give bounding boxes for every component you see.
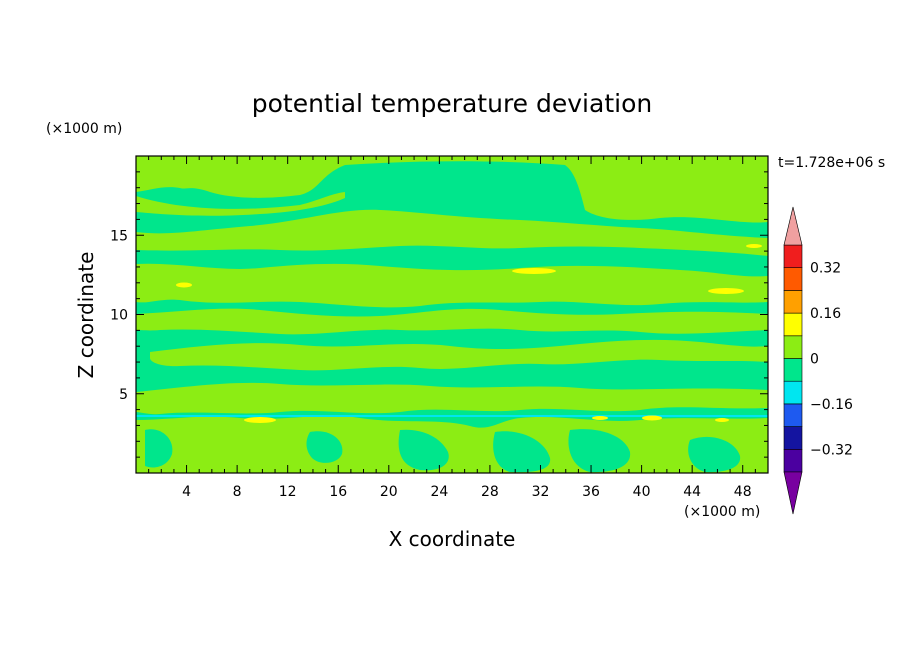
colorbar-label: 0 (810, 352, 819, 368)
colorbar-swatch (783, 448, 803, 473)
y-axis: 5 10 15 (110, 171, 768, 458)
contour-pocket-3 (568, 429, 631, 473)
y-axis-label: Z coordinate (74, 252, 98, 379)
contour-pocket-5 (145, 429, 173, 468)
colorbar-label: −0.32 (810, 442, 853, 458)
thin-negative-lines (136, 415, 768, 417)
contour-band-lower (150, 339, 768, 371)
y-tick-label: 5 (119, 387, 128, 403)
contour-band-lower-mid (136, 308, 768, 335)
hot-spot (592, 416, 608, 420)
x-tick-label: 24 (430, 484, 448, 500)
x-tick-label: 4 (182, 484, 191, 500)
x-tick-label: 28 (481, 484, 499, 500)
x-tick-label: 32 (532, 484, 550, 500)
x-tick-label: 8 (233, 484, 242, 500)
x-tick-label: 16 (329, 484, 347, 500)
colorbar-swatch (783, 290, 803, 314)
colorbar-under-arrow (783, 471, 803, 515)
hot-spot (176, 282, 192, 288)
colorbar-swatch (783, 267, 803, 291)
hot-spot (746, 244, 762, 248)
hot-spots (176, 244, 762, 423)
x-tick-label: 20 (380, 484, 398, 500)
colorbar-swatch (783, 380, 803, 405)
colorbar-swatch (783, 358, 803, 382)
x-tick-label: 36 (582, 484, 600, 500)
y-tick-label: 10 (110, 308, 128, 324)
contour-pocket-4 (688, 436, 741, 473)
colorbar-over-arrow (783, 206, 803, 246)
colorbar: 0.32 0.16 0 −0.16 −0.32 (783, 206, 853, 515)
chart-title: potential temperature deviation (252, 89, 652, 118)
contour-band-mid (136, 263, 768, 308)
x-unit-label: (×1000 m) (684, 504, 760, 520)
contour-pocket-6 (306, 431, 343, 463)
contour-pocket-2 (493, 431, 551, 473)
contour-band-top-2 (136, 192, 345, 216)
x-tick-label: 12 (279, 484, 297, 500)
x-tick-label: 48 (734, 484, 752, 500)
contour-field (136, 156, 768, 473)
contour-pocket-1 (398, 429, 449, 471)
x-axis: 4 8 12 16 20 24 28 32 36 40 44 48 (148, 156, 756, 500)
colorbar-swatch (783, 312, 803, 337)
time-label: t=1.728e+06 s (778, 155, 885, 171)
colorbar-label: 0.16 (810, 306, 841, 322)
hot-spot (244, 417, 276, 423)
thin-negative-line (136, 415, 768, 417)
contour-band-upper (136, 209, 768, 256)
hot-spot (715, 418, 729, 422)
hot-spot (708, 288, 744, 294)
hot-spot (512, 268, 556, 274)
colorbar-swatch (783, 335, 803, 359)
colorbar-swatch (783, 244, 803, 269)
x-tick-label: 40 (633, 484, 651, 500)
colorbar-swatch (783, 403, 803, 427)
y-tick-label: 15 (110, 228, 128, 244)
x-axis-label: X coordinate (389, 527, 516, 551)
contour-band-bottom (136, 416, 768, 473)
hot-spot (642, 415, 662, 421)
colorbar-label: 0.32 (810, 261, 841, 277)
colorbar-swatch (783, 426, 803, 450)
negative-pockets (145, 429, 741, 473)
y-unit-label: (×1000 m) (46, 121, 122, 137)
colorbar-label: −0.16 (810, 397, 853, 413)
x-tick-label: 44 (683, 484, 701, 500)
contour-band-top (136, 156, 768, 223)
contour-band-low (136, 382, 768, 415)
